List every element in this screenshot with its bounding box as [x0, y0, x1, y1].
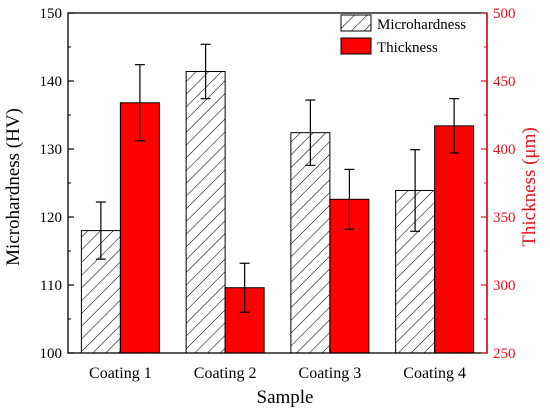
right-tick-label: 450 [493, 74, 516, 90]
error-bar-microhardness-1 [95, 201, 106, 260]
error-bar-microhardness-3 [305, 99, 316, 166]
left-tick-label: 130 [40, 142, 63, 158]
left-axis-ticks: 100 110 120 130 140 150 [40, 6, 74, 362]
error-bar-thickness-4 [449, 98, 460, 154]
error-bars-layer [95, 43, 460, 313]
x-tick-label: Coating 1 [89, 365, 152, 382]
error-bar-thickness-1 [134, 64, 145, 142]
legend-swatch-thickness [340, 37, 372, 55]
right-tick-label: 400 [493, 142, 516, 158]
error-bar-microhardness-2 [200, 43, 211, 100]
right-tick-label: 350 [493, 210, 516, 226]
right-tick-label: 500 [493, 6, 516, 22]
bar-microhardness-2 [185, 70, 226, 354]
right-tick-label: 300 [493, 278, 516, 294]
x-axis-label: Sample [257, 387, 314, 408]
error-bar-thickness-2 [239, 262, 250, 313]
x-tick-label: Coating 4 [403, 365, 466, 382]
right-tick-label: 250 [493, 346, 516, 362]
left-tick-label: 110 [40, 278, 62, 294]
legend: Microhardness Thickness [340, 14, 466, 56]
bar-thickness-1 [119, 102, 160, 354]
error-bar-thickness-3 [344, 168, 355, 230]
x-tick-label: Coating 2 [194, 365, 257, 382]
bar-thickness-2 [224, 287, 265, 354]
error-bar-microhardness-4 [410, 149, 421, 232]
y-axis-label-right: Thickness (μm) [519, 127, 540, 246]
left-tick-label: 150 [40, 6, 63, 22]
legend-label-thickness: Thickness [377, 40, 438, 56]
left-tick-label: 140 [40, 74, 63, 90]
x-tick-label: Coating 3 [299, 365, 362, 382]
legend-label-microhardness: Microhardness [377, 17, 466, 33]
left-tick-label: 120 [40, 210, 63, 226]
legend-swatch-microhardness [340, 14, 372, 32]
y-axis-label-left: Microhardness (HV) [3, 108, 24, 266]
left-tick-label: 100 [40, 346, 63, 362]
x-axis-ticks: Coating 1 Coating 2 Coating 3 Coating 4 [89, 348, 466, 382]
right-axis-ticks: 250 300 350 400 450 500 [481, 6, 516, 362]
bar-thickness-4 [434, 125, 475, 354]
